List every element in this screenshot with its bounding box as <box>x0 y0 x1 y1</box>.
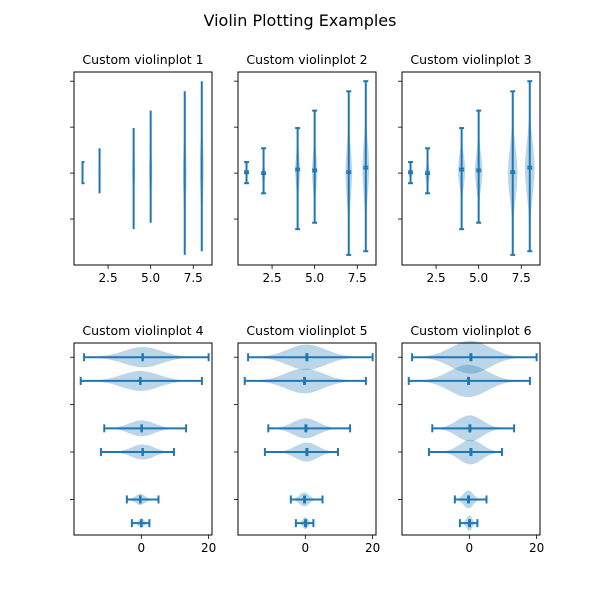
figure-title: Violin Plotting Examples <box>204 11 397 30</box>
x-tick-label: 0 <box>301 541 309 555</box>
axes-frame <box>73 71 213 266</box>
x-tick-label: 7.5 <box>348 271 367 285</box>
axes-5: Custom violinplot 5 0 20 <box>234 323 380 555</box>
x-tick-label: 0 <box>137 541 145 555</box>
axes-1: Custom violinplot 1 2.5 5.0 7.5 <box>70 52 213 285</box>
axes-frame <box>73 342 213 536</box>
axes-2: Custom violinplot 2 2.5 5.0 7.5 <box>234 52 377 285</box>
x-tick-label: 7.5 <box>184 271 203 285</box>
x-tick-label: 5.0 <box>141 271 160 285</box>
x-tick-label: 5.0 <box>305 271 324 285</box>
axes-title: Custom violinplot 3 <box>410 52 531 67</box>
x-tick-label: 5.0 <box>469 271 488 285</box>
axes-4: Custom violinplot 4 0 20 <box>70 323 216 555</box>
axes-frame <box>237 342 377 536</box>
axes-frame <box>237 71 377 266</box>
axes-6: Custom violinplot 6 0 20 <box>398 323 544 555</box>
x-tick-label: 2.5 <box>99 271 118 285</box>
x-tick-label: 2.5 <box>427 271 446 285</box>
axes-frame <box>401 71 541 266</box>
axes-frame <box>401 342 541 536</box>
x-tick-label: 7.5 <box>512 271 531 285</box>
x-tick-label: 20 <box>529 541 544 555</box>
x-tick-label: 2.5 <box>263 271 282 285</box>
axes-title: Custom violinplot 5 <box>246 323 367 338</box>
x-tick-label: 0 <box>465 541 473 555</box>
x-tick-label: 20 <box>201 541 216 555</box>
axes-title: Custom violinplot 1 <box>82 52 203 67</box>
axes-title: Custom violinplot 2 <box>246 52 367 67</box>
axes-title: Custom violinplot 6 <box>410 323 531 338</box>
x-tick-label: 20 <box>365 541 380 555</box>
axes-3: Custom violinplot 3 2.5 5.0 7.5 <box>398 52 541 285</box>
axes-title: Custom violinplot 4 <box>82 323 203 338</box>
